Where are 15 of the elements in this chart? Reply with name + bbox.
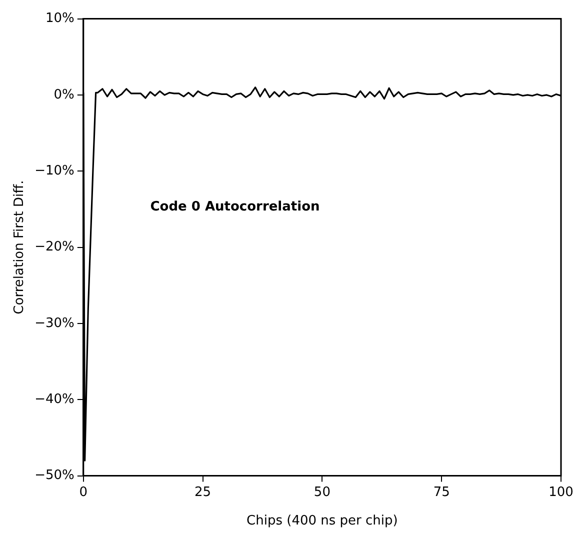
x-tick-label: 100 bbox=[548, 484, 574, 500]
x-axis-title: Chips (400 ns per chip) bbox=[246, 514, 398, 529]
y-tick-label: −20% bbox=[34, 240, 74, 255]
x-tick-label: 75 bbox=[433, 484, 450, 500]
y-tick-label: 0% bbox=[54, 87, 74, 102]
x-tick-label: 50 bbox=[314, 484, 330, 500]
y-axis-title: Correlation First Diff. bbox=[12, 180, 28, 314]
y-tick-label: −50% bbox=[34, 468, 74, 484]
y-tick-label: 10% bbox=[45, 11, 74, 26]
y-tick-label: −10% bbox=[34, 164, 74, 179]
x-tick-label: 25 bbox=[194, 484, 212, 500]
x-tick-label: 0 bbox=[79, 484, 88, 500]
annotation: Code 0 Autocorrelation bbox=[150, 200, 320, 215]
y-tick-label: −30% bbox=[34, 316, 74, 331]
y-tick-label: −40% bbox=[34, 392, 74, 408]
